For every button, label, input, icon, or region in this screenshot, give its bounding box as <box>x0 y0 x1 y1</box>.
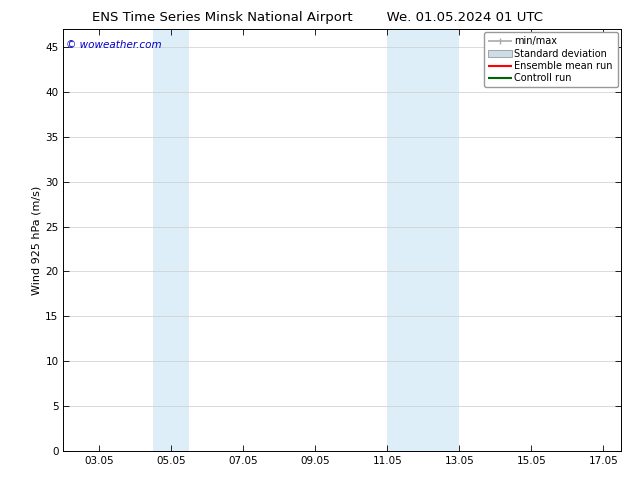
Text: © woweather.com: © woweather.com <box>66 40 162 50</box>
Text: ENS Time Series Minsk National Airport        We. 01.05.2024 01 UTC: ENS Time Series Minsk National Airport W… <box>91 11 543 24</box>
Legend: min/max, Standard deviation, Ensemble mean run, Controll run: min/max, Standard deviation, Ensemble me… <box>484 32 618 87</box>
Bar <box>387 29 460 451</box>
Y-axis label: Wind 925 hPa (m/s): Wind 925 hPa (m/s) <box>31 186 41 294</box>
Bar <box>153 29 190 451</box>
